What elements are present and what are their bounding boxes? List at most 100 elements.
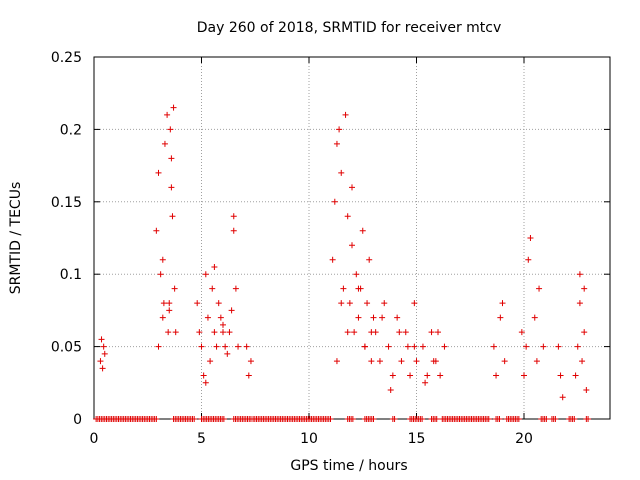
data-point	[424, 372, 431, 379]
data-point	[338, 169, 345, 176]
data-point	[501, 358, 508, 365]
data-point	[355, 314, 362, 321]
data-point	[209, 285, 216, 292]
data-point	[555, 343, 562, 350]
data-point	[411, 300, 418, 307]
data-point	[160, 300, 167, 307]
data-point	[198, 343, 205, 350]
data-point	[97, 358, 104, 365]
data-point	[333, 140, 340, 147]
data-point	[329, 256, 336, 263]
data-point	[518, 329, 525, 336]
data-point	[385, 343, 392, 350]
data-point	[536, 285, 543, 292]
data-point	[576, 300, 583, 307]
data-point	[207, 358, 214, 365]
data-point	[435, 329, 441, 336]
y-tick-labels: 0 0.05 0.1 0.15 0.2 0.25	[51, 50, 82, 428]
data-point	[172, 329, 179, 336]
data-point	[349, 242, 355, 249]
x-tick-label: 5	[197, 431, 206, 447]
data-point	[525, 256, 532, 263]
data-point	[99, 365, 106, 372]
data-point	[245, 372, 252, 379]
data-point	[155, 169, 162, 176]
data-point	[228, 307, 235, 314]
data-point	[232, 285, 239, 292]
data-point	[247, 358, 254, 365]
data-point	[559, 394, 566, 401]
x-tick-label: 15	[408, 431, 426, 447]
data-point	[496, 416, 503, 422]
data-point	[338, 300, 345, 307]
data-point	[159, 256, 166, 263]
data-point	[166, 307, 173, 314]
data-point	[376, 358, 383, 365]
data-point	[353, 271, 360, 278]
data-point	[327, 416, 334, 422]
x-tick-label: 10	[300, 431, 318, 447]
data-point	[166, 300, 173, 307]
data-point	[333, 358, 340, 365]
data-point	[101, 350, 108, 357]
y-tick-label: 0.1	[60, 267, 82, 283]
data-point	[430, 358, 437, 365]
data-point	[222, 343, 229, 350]
data-point	[167, 126, 174, 133]
data-point	[372, 329, 379, 336]
x-tick-label: 0	[90, 431, 99, 447]
data-point	[153, 227, 160, 234]
data-point	[428, 329, 435, 336]
data-point	[217, 314, 224, 321]
y-tick-label: 0.2	[60, 122, 82, 138]
data-point	[336, 126, 343, 133]
data-point	[331, 198, 338, 205]
data-point	[533, 358, 540, 365]
data-point	[368, 358, 375, 365]
data-point	[204, 314, 211, 321]
data-point	[200, 372, 207, 379]
data-point	[230, 227, 237, 234]
data-point	[581, 285, 588, 292]
data-point	[389, 372, 396, 379]
data-point	[165, 329, 172, 336]
data-point	[220, 321, 226, 328]
data-point	[574, 343, 581, 350]
data-point	[340, 285, 347, 292]
data-point	[585, 416, 592, 422]
data-point	[527, 235, 534, 241]
data-point	[220, 329, 226, 336]
data-point	[161, 140, 168, 147]
data-point	[493, 372, 500, 379]
data-point	[404, 343, 411, 350]
data-point	[170, 104, 177, 111]
data-point	[571, 416, 578, 422]
data-point	[370, 416, 377, 422]
chart-title: Day 260 of 2018, SRMTID for receiver mtc…	[197, 20, 502, 36]
data-point	[191, 416, 198, 422]
data-point	[543, 416, 550, 422]
data-point	[411, 343, 418, 350]
data-point	[169, 213, 176, 220]
data-point	[576, 271, 583, 278]
data-point	[230, 213, 237, 220]
data-point	[413, 358, 420, 365]
data-point	[211, 263, 218, 270]
data-point	[394, 314, 401, 321]
data-point	[98, 336, 105, 343]
data-point	[419, 343, 426, 350]
data-point	[168, 155, 175, 162]
data-point	[224, 350, 231, 357]
data-point	[499, 300, 506, 307]
y-axis-label: SRMTID / TECUs	[8, 182, 24, 295]
data-point	[211, 329, 218, 336]
data-point	[355, 285, 362, 292]
data-point	[164, 111, 171, 118]
x-tick-labels: 0 5 10 15 20	[90, 431, 533, 447]
data-point	[437, 372, 444, 379]
data-point	[349, 416, 356, 422]
data-point	[194, 300, 201, 307]
data-point	[226, 329, 233, 336]
data-point	[422, 379, 429, 386]
